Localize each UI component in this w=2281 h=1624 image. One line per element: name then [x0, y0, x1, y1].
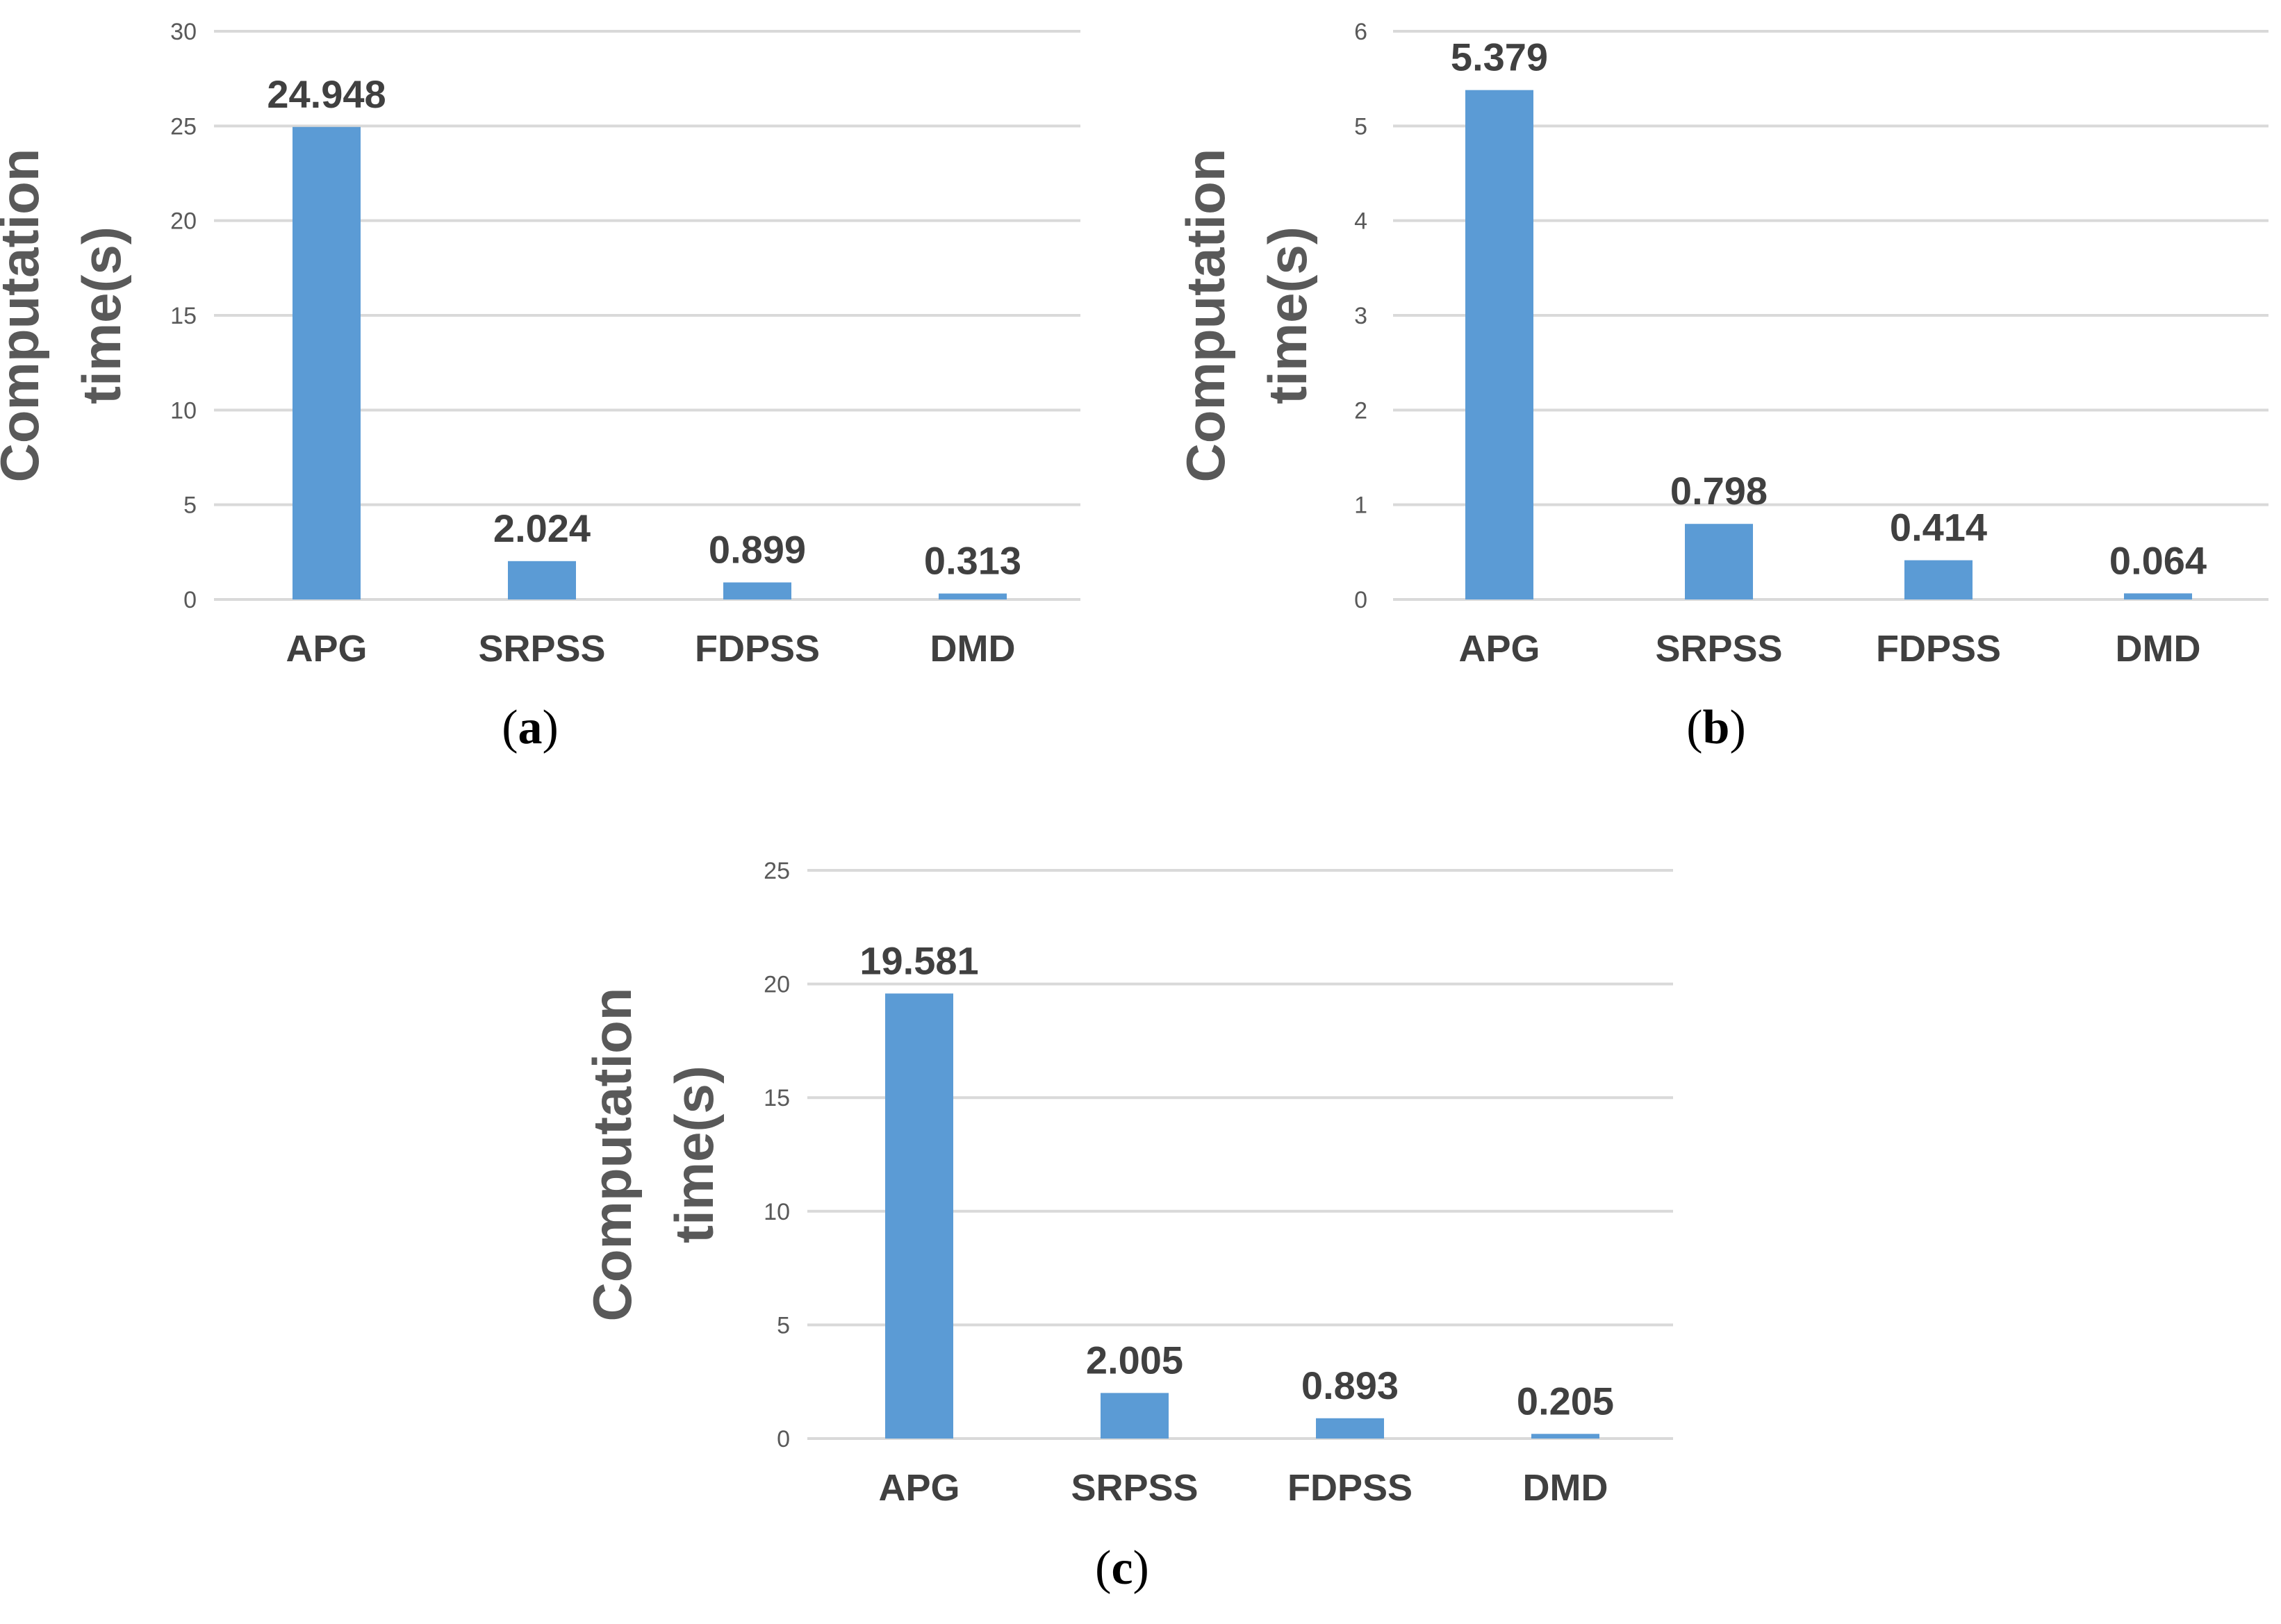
y-tick-label: 20	[764, 972, 790, 998]
panel-label-paren-open: (	[1095, 1541, 1111, 1595]
data-label: 5.379	[1451, 35, 1548, 79]
panel-label-letter: b	[1703, 701, 1730, 754]
bar-apg	[885, 993, 953, 1439]
y-tick-label: 10	[764, 1199, 790, 1225]
bar-srpss	[1685, 524, 1753, 599]
bar-fdpss	[1904, 560, 1973, 599]
y-axis-title-line1: Computation	[1175, 149, 1236, 483]
data-label: 24.948	[267, 72, 386, 116]
y-tick-label: 2	[1354, 397, 1367, 424]
bar-fdpss	[1316, 1418, 1384, 1439]
bar-srpss	[1101, 1393, 1169, 1439]
panel-label-paren-close: )	[543, 701, 559, 754]
panel-label: (c)	[1095, 1541, 1149, 1595]
panel-label-paren-open: (	[502, 701, 518, 754]
chart-panel-b: 0 1 2 3 4 5 6 5.379 APG 0.798 SRPSS 0.414 FDPSS 0.064…	[1175, 19, 2268, 754]
bar-fdpss	[723, 582, 791, 599]
y-tick-label: 10	[170, 397, 197, 424]
x-category-label: DMD	[930, 628, 1016, 670]
panel-label-letter: a	[518, 701, 543, 754]
panel-label-paren-close: )	[1133, 1541, 1149, 1595]
bar-dmd	[2124, 593, 2192, 599]
x-category-label: DMD	[2116, 628, 2201, 670]
y-tick-label: 0	[183, 587, 197, 613]
y-tick-label: 5	[777, 1312, 790, 1339]
bar-apg	[293, 126, 361, 599]
panel-label-letter: c	[1111, 1541, 1133, 1595]
x-category-label: SRPSS	[478, 628, 605, 670]
x-category-label: SRPSS	[1071, 1467, 1198, 1509]
bar-apg	[1465, 90, 1533, 600]
y-tick-label: 25	[170, 113, 197, 140]
y-tick-label: 15	[170, 303, 197, 329]
data-label: 0.205	[1517, 1379, 1614, 1423]
chart-panel-c: 0 5 10 15 20 25 19.581 APG 2.005 SRPSS 0.893 FDPSS 0…	[582, 858, 1673, 1595]
data-label: 2.005	[1086, 1338, 1183, 1382]
data-label: 0.313	[924, 538, 1021, 582]
data-label: 0.899	[709, 527, 806, 571]
y-tick-label: 1	[1354, 492, 1367, 519]
y-axis-title: Computation time(s)	[582, 988, 725, 1322]
y-tick-label: 4	[1354, 208, 1367, 235]
y-tick-label: 30	[170, 19, 197, 45]
bar-dmd	[939, 593, 1007, 599]
bar-srpss	[508, 561, 576, 599]
y-tick-label: 5	[1354, 113, 1367, 140]
y-axis-title-line2: time(s)	[71, 226, 132, 404]
x-category-label: FDPSS	[1876, 628, 2001, 670]
y-tick-label: 25	[764, 858, 790, 884]
bar-dmd	[1531, 1434, 1599, 1439]
y-tick-label: 6	[1354, 19, 1367, 45]
chart-panel-a: 0 5 10 15 20 25 30 24.948 APG 2.024 SRPSS 0.899 FDPS…	[0, 19, 1080, 754]
panel-label-paren-open: (	[1686, 701, 1702, 754]
data-label: 0.064	[2109, 538, 2207, 582]
x-category-label: SRPSS	[1655, 628, 1782, 670]
y-axis-title-line2: time(s)	[664, 1066, 725, 1243]
y-tick-label: 0	[777, 1426, 790, 1452]
x-category-label: APG	[1458, 628, 1540, 670]
y-tick-label: 15	[764, 1085, 790, 1111]
data-label: 0.414	[1890, 506, 1987, 549]
panel-label-paren-close: )	[1729, 701, 1745, 754]
panel-label: (b)	[1686, 701, 1746, 754]
y-tick-label: 3	[1354, 303, 1367, 329]
x-category-label: APG	[286, 628, 367, 670]
data-label: 2.024	[493, 506, 591, 550]
y-axis-title-line2: time(s)	[1257, 226, 1318, 404]
data-label: 0.798	[1670, 469, 1768, 513]
y-axis-title-line1: Computation	[0, 149, 50, 483]
x-category-label: FDPSS	[1287, 1467, 1413, 1509]
data-label: 19.581	[859, 938, 978, 982]
y-axis-title: Computation time(s)	[0, 149, 132, 483]
data-label: 0.893	[1301, 1364, 1399, 1407]
y-tick-label: 5	[183, 492, 197, 519]
x-category-label: DMD	[1523, 1467, 1608, 1509]
y-axis-title-line1: Computation	[582, 988, 643, 1322]
panel-label: (a)	[502, 701, 559, 754]
x-category-label: FDPSS	[695, 628, 820, 670]
y-axis-title: Computation time(s)	[1175, 149, 1318, 483]
y-tick-label: 0	[1354, 587, 1367, 613]
y-tick-label: 20	[170, 208, 197, 235]
x-category-label: APG	[878, 1467, 960, 1509]
